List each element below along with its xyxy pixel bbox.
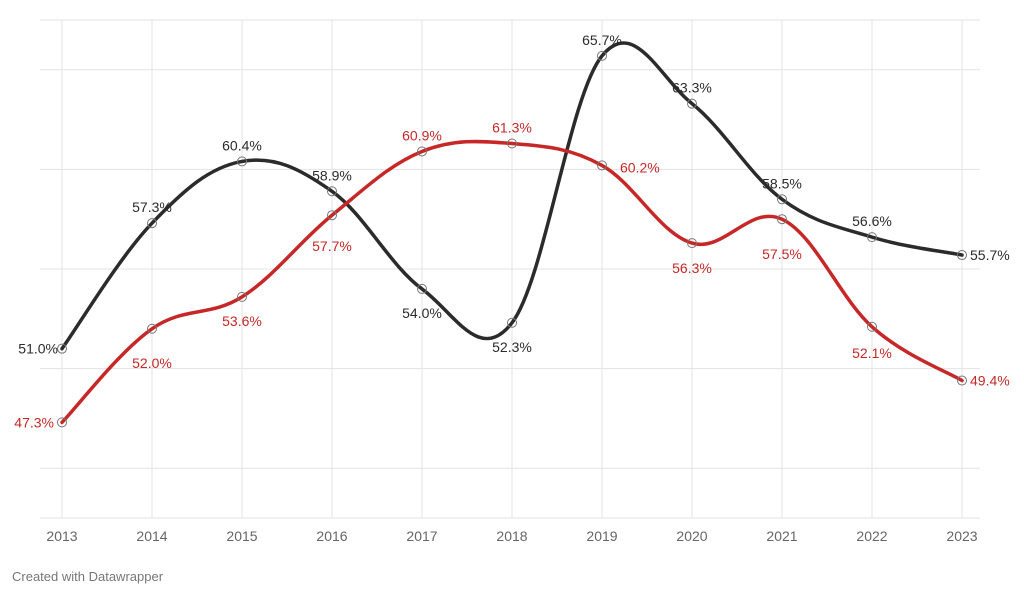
gridlines: [40, 19, 980, 519]
series-1-data-label: 63.3%: [672, 80, 712, 96]
series-1-point: [687, 98, 697, 109]
x-tick-label: 2016: [316, 528, 347, 544]
series-1-data-label: 58.5%: [762, 175, 802, 191]
series-2-point: [327, 210, 337, 221]
series-2-data-label: 56.3%: [672, 260, 712, 276]
series-2-point: [147, 323, 157, 334]
series-1-data-label: 52.3%: [492, 339, 532, 355]
series-1-data-label: 51.0%: [18, 341, 58, 357]
series-2-data-label: 57.7%: [312, 238, 352, 254]
x-tick-label: 2017: [406, 528, 437, 544]
series-2-data-label: 53.6%: [222, 313, 262, 329]
series-2-data-label: 47.3%: [14, 414, 54, 430]
series-2-point: [687, 238, 697, 249]
series-lines: [60, 41, 964, 425]
series-1-data-label: 58.9%: [312, 167, 352, 183]
series-1-line: [60, 41, 964, 351]
series-2-data-label: 52.1%: [852, 345, 892, 361]
series-1-point: [957, 250, 967, 261]
x-tick-label: 2013: [46, 528, 77, 544]
series-2-data-label: 60.2%: [620, 159, 660, 175]
series-2-point: [507, 138, 517, 149]
series-2-data-label: 57.5%: [762, 246, 802, 262]
series-1-point: [147, 218, 157, 229]
series-1-point: [597, 50, 607, 61]
x-tick-label: 2014: [136, 528, 167, 544]
series-1-data-label: 65.7%: [582, 32, 622, 48]
x-tick-label: 2020: [676, 528, 707, 544]
x-tick-label: 2023: [946, 528, 977, 544]
series-1-data-label: 56.6%: [852, 213, 892, 229]
series-2-point: [417, 146, 427, 157]
x-tick-label: 2019: [586, 528, 617, 544]
series-2-data-label: 49.4%: [970, 373, 1010, 389]
series-2-point: [597, 160, 607, 171]
series-2-data-label: 60.9%: [402, 127, 442, 143]
series-2-data-label: 61.3%: [492, 120, 532, 136]
credit-text: Created with Datawrapper: [12, 569, 164, 584]
series-1-point: [327, 186, 337, 197]
series-2-point: [957, 375, 967, 386]
data-labels: 51.0% 57.3% 60.4% 58.9% 54.0% 52.3% 65.7% 63.3%…: [14, 32, 1009, 431]
x-tick-label: 2022: [856, 528, 887, 544]
series-1-point: [507, 317, 517, 328]
series-1-point: [57, 343, 67, 354]
series-2-data-label: 52.0%: [132, 355, 172, 371]
series-1-point: [777, 194, 787, 205]
series-1-data-label: 60.4%: [222, 137, 262, 153]
series-2-point: [867, 321, 877, 332]
series-2-point: [237, 291, 247, 302]
x-tick-label: 2018: [496, 528, 527, 544]
series-2-point: [777, 214, 787, 225]
series-1-point: [417, 283, 427, 294]
x-tick-label: 2021: [766, 528, 797, 544]
point-markers: [57, 50, 967, 428]
series-1-point: [867, 232, 877, 243]
series-2-line: [60, 139, 964, 425]
series-2-point: [57, 417, 67, 428]
x-axis-ticks: 2013 2014 2015 2016 2017 2018 2019 2020 2021 2022…: [46, 528, 977, 544]
series-1-point: [237, 156, 247, 167]
series-1-data-label: 55.7%: [970, 247, 1010, 263]
x-tick-label: 2015: [226, 528, 257, 544]
series-1-data-label: 54.0%: [402, 305, 442, 321]
series-1-data-label: 57.3%: [132, 199, 172, 215]
